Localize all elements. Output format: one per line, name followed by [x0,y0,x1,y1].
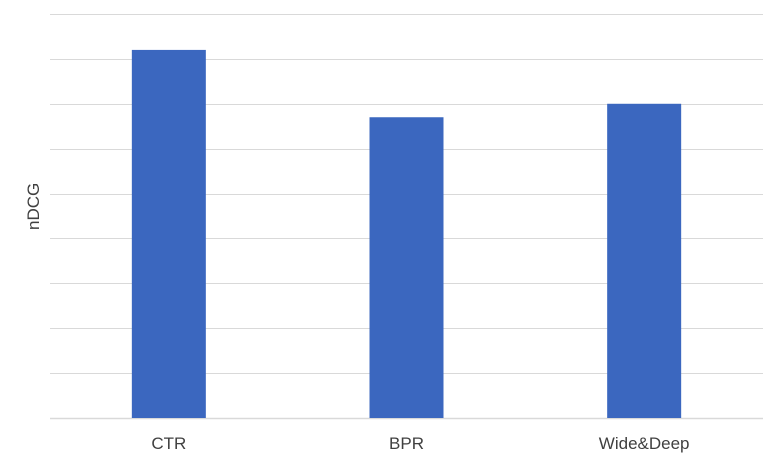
bar-wide-deep [607,103,682,419]
x-tick-label-bpr: BPR [389,434,424,453]
y-axis-label: nDCG [24,182,43,230]
x-tick-label-ctr: CTR [151,434,187,453]
bar-ctr [131,49,206,419]
x-tick-label-wide-deep: Wide&Deep [598,434,690,453]
bar-bpr [369,117,444,418]
